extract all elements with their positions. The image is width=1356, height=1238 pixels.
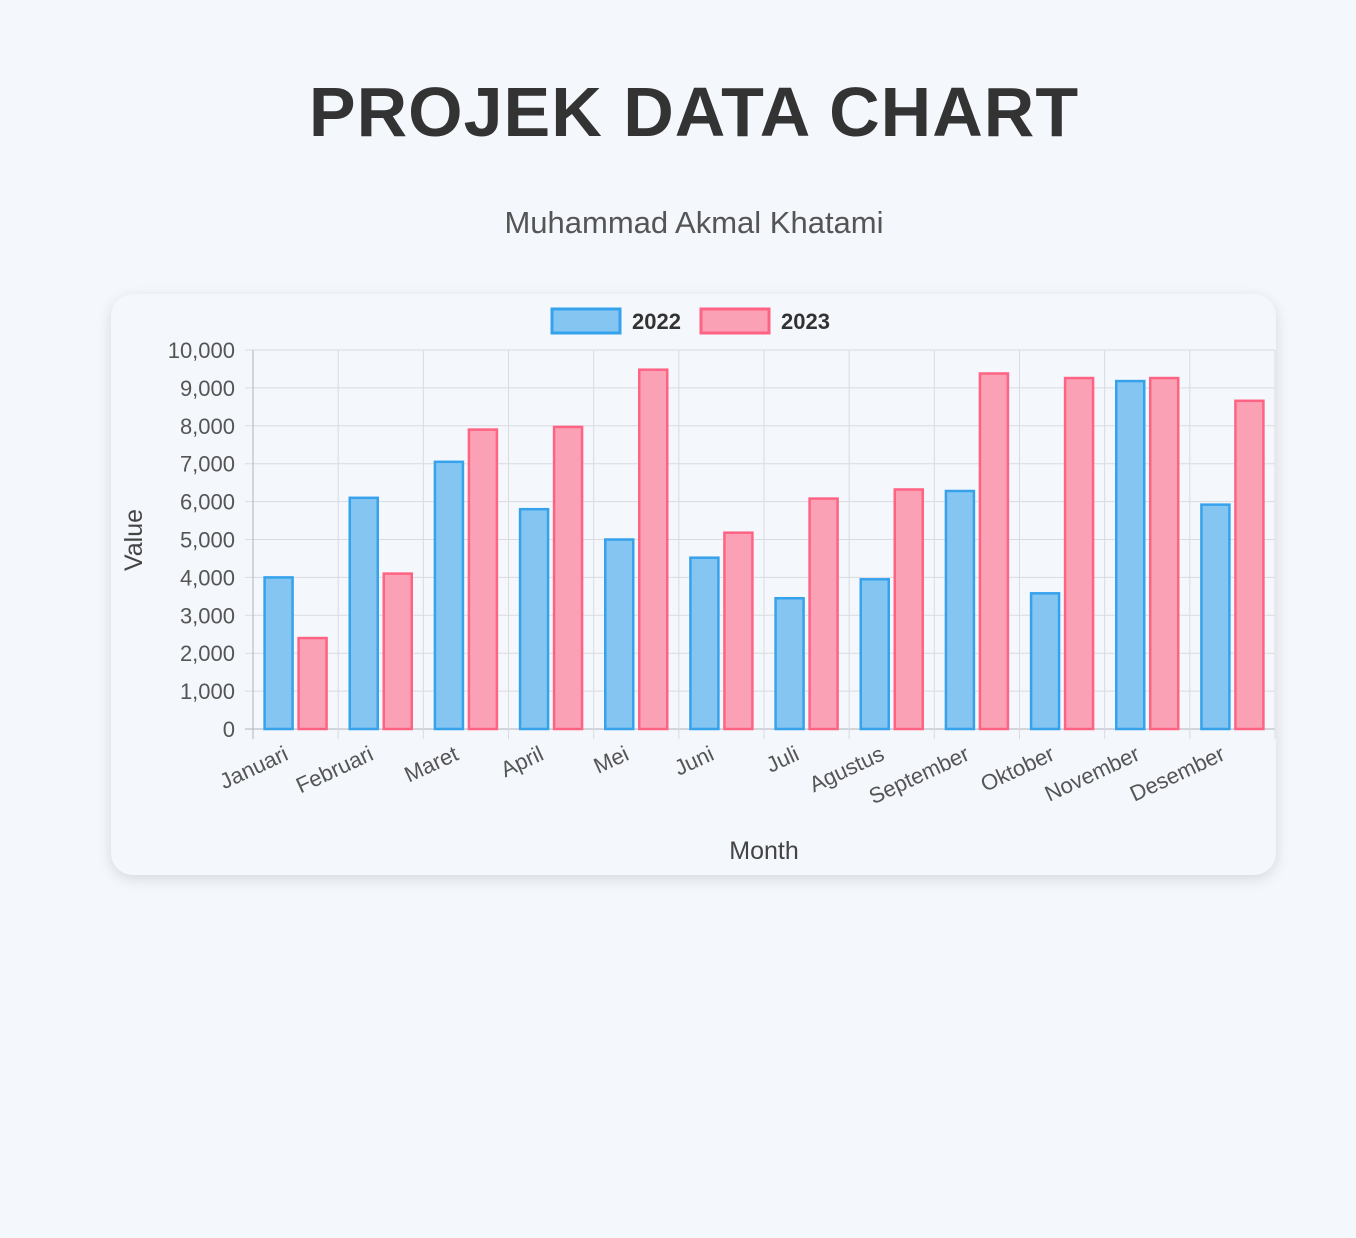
bar-2022-mei — [604, 538, 635, 731]
x-tick-label: Februari — [292, 741, 377, 798]
x-tick-label: Mei — [590, 741, 633, 779]
legend-label-2023[interactable]: 2023 — [781, 309, 830, 334]
legend[interactable]: 2022 2023 — [550, 307, 830, 335]
bar-2022-april — [518, 507, 550, 731]
bar-2022-februari — [348, 496, 379, 731]
x-tick-label: Maret — [400, 741, 462, 787]
bar-2023-februari — [382, 572, 413, 731]
legend-swatch-2023[interactable] — [699, 307, 771, 335]
y-axis-title: Value — [120, 509, 148, 571]
legend-swatch-2022[interactable] — [550, 307, 622, 335]
x-tick-label: Desember — [1126, 741, 1229, 807]
page-title: PROJEK DATA CHART — [308, 73, 1080, 151]
bar-2023-maret — [467, 428, 499, 731]
bar-2023-agustus — [893, 488, 924, 731]
y-tick-label: 1,000 — [180, 679, 235, 704]
bar-2023-juli — [808, 497, 839, 731]
y-tick-label: 9,000 — [180, 376, 235, 401]
x-tick-label: Juni — [670, 741, 717, 781]
bar-2023-mei — [638, 368, 669, 731]
x-tick-label: November — [1041, 741, 1144, 807]
bar-2023-september — [978, 372, 1010, 731]
bar-2022-juni — [689, 556, 720, 731]
bar-2022-juli — [774, 596, 805, 731]
x-tick-label: Januari — [216, 741, 292, 794]
x-tick-label: Juli — [762, 741, 802, 778]
bar-2022-november — [1115, 379, 1146, 731]
page-subtitle: Muhammad Akmal Khatami — [504, 205, 884, 240]
y-tick-label: 2,000 — [180, 641, 235, 666]
bar-2023-april — [552, 425, 584, 731]
bar-2023-november — [1149, 376, 1180, 731]
x-axis-title: Month — [729, 837, 798, 865]
bar-2022-maret — [433, 460, 465, 731]
y-tick-label: 6,000 — [180, 490, 235, 515]
y-tick-label: 10,000 — [168, 338, 235, 363]
bar-2023-januari — [297, 636, 328, 731]
bars-layer — [263, 368, 1265, 731]
y-tick-label: 8,000 — [180, 414, 235, 439]
bar-2022-oktober — [1029, 592, 1061, 731]
bar-2022-januari — [263, 576, 294, 731]
bar-2023-juni — [723, 531, 754, 731]
x-tick-label: April — [497, 741, 547, 782]
y-tick-label: 0 — [223, 717, 235, 742]
bar-2023-oktober — [1063, 376, 1095, 731]
bar-2022-desember — [1200, 503, 1231, 731]
y-tick-label: 4,000 — [180, 565, 235, 590]
grid-layer — [245, 349, 1276, 739]
y-tick-label: 5,000 — [180, 528, 235, 553]
y-tick-label: 3,000 — [180, 603, 235, 628]
bar-2023-desember — [1234, 399, 1265, 731]
legend-label-2022[interactable]: 2022 — [632, 309, 681, 334]
bar-2022-september — [944, 489, 976, 731]
y-tick-label: 7,000 — [180, 452, 235, 477]
bar-2022-agustus — [859, 578, 890, 731]
